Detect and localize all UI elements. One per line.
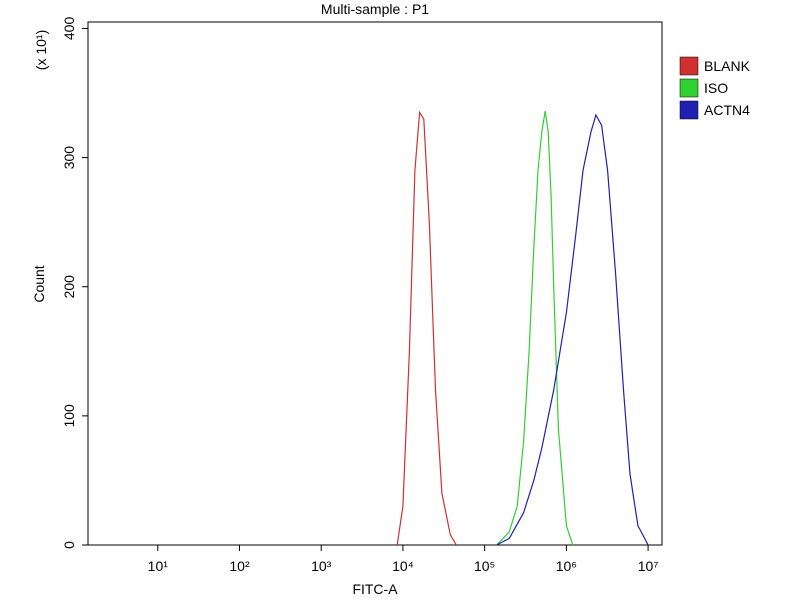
series-line [496,113,649,546]
y-tick-label: 300 [61,146,77,170]
y-axis-multiplier: (x 10¹) [33,30,49,70]
plot-frame [87,21,663,546]
y-tick-label: 400 [61,17,77,41]
y-tick-label: 200 [61,275,77,299]
chart-title: Multi-sample : P1 [321,1,429,17]
y-axis-label: Count [31,265,47,302]
series-line [496,111,574,546]
x-tick-label: 10² [229,558,250,574]
y-tick-label: 100 [61,404,77,428]
x-tick-label: 10⁷ [638,558,659,574]
legend-label: ISO [704,80,728,96]
x-tick-label: 10⁶ [556,558,577,574]
legend-swatch [679,78,699,98]
legend-swatch [679,56,699,76]
x-tick-label: 10³ [311,558,332,574]
y-tick-label: 0 [61,541,77,549]
x-tick-label: 10⁴ [392,558,414,574]
x-tick-label: 10⁵ [474,558,495,574]
x-axis-label: FITC-A [352,581,398,597]
x-tick-label: 10¹ [148,558,169,574]
legend-label: BLANK [704,58,751,74]
series-line [396,110,457,546]
legend-swatch [679,100,699,120]
legend-label: ACTN4 [704,102,750,118]
